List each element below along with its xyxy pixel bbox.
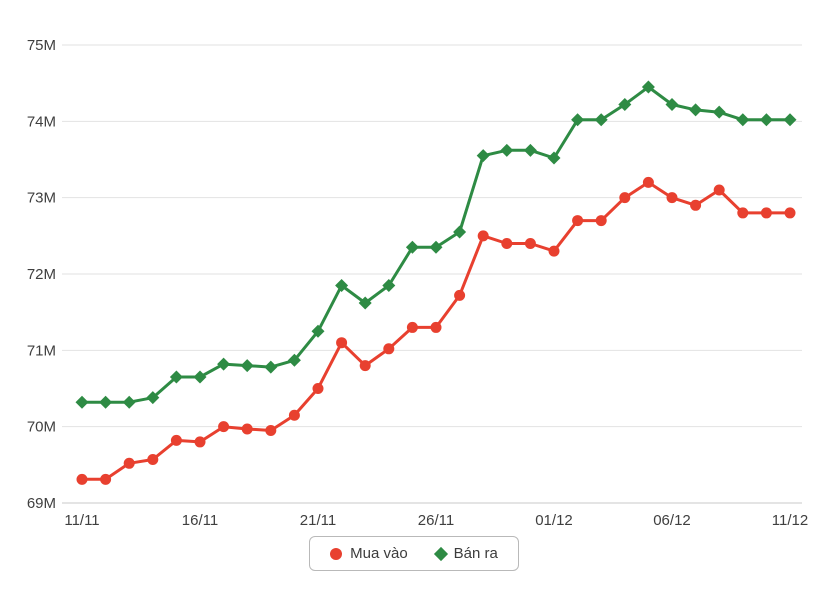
data-point-marker: [287, 353, 301, 367]
data-point-marker: [642, 176, 654, 188]
y-axis-tick-label: 73M: [27, 190, 56, 207]
data-point-marker: [454, 289, 466, 301]
green-diamond-marker-icon: [433, 546, 448, 561]
data-point-marker: [619, 192, 631, 204]
x-axis-tick-label: 11/12: [772, 512, 808, 529]
data-point-marker: [523, 143, 537, 157]
data-point-marker: [429, 240, 443, 254]
data-point-marker: [359, 360, 371, 372]
data-point-marker: [665, 98, 679, 112]
data-point-marker: [500, 143, 514, 157]
data-point-marker: [193, 370, 207, 384]
data-point-marker: [146, 391, 160, 405]
data-point-marker: [336, 337, 348, 349]
legend-item-ban-ra[interactable]: Bán ra: [433, 545, 498, 562]
data-point-marker: [288, 409, 300, 421]
data-point-marker: [241, 423, 253, 435]
data-point-marker: [783, 113, 797, 127]
legend-label-mua-vao: Mua vào: [350, 545, 408, 562]
data-point-marker: [547, 151, 561, 165]
data-point-marker: [736, 113, 750, 127]
data-point-marker: [335, 278, 349, 292]
data-point-marker: [571, 113, 585, 127]
data-point-marker: [759, 113, 773, 127]
data-point-marker: [453, 225, 467, 239]
data-point-marker: [240, 359, 254, 373]
data-point-marker: [169, 370, 183, 384]
data-point-marker: [311, 324, 325, 338]
data-point-marker: [689, 103, 703, 117]
data-point-marker: [690, 199, 702, 211]
y-axis-tick-label: 69M: [27, 495, 56, 512]
y-axis-tick-label: 75M: [27, 37, 56, 54]
data-point-marker: [476, 149, 490, 163]
line-chart-canvas: 69M 70M 71M 72M 73M 74M 75M 11/11 16/11 21/11 26/1…: [27, 37, 808, 529]
legend-box: Mua vào Bán ra: [309, 536, 519, 571]
data-point-marker: [595, 215, 607, 227]
data-point-marker: [572, 215, 584, 227]
x-axis-tick-label: 11/11: [64, 512, 99, 529]
data-point-marker: [594, 113, 608, 127]
x-axis-tick-label: 16/11: [182, 512, 218, 529]
data-point-marker: [712, 105, 726, 119]
data-point-marker: [784, 207, 796, 219]
data-point-marker: [713, 184, 725, 196]
x-axis-tick-label: 21/11: [300, 512, 336, 529]
y-axis-tick-label: 70M: [27, 419, 56, 436]
data-point-marker: [383, 343, 395, 355]
data-point-marker: [618, 98, 632, 112]
data-point-marker: [382, 278, 396, 292]
y-axis-tick-label: 74M: [27, 113, 56, 130]
data-point-marker: [123, 457, 135, 469]
x-axis-tick-label: 06/12: [653, 512, 691, 529]
data-point-marker: [100, 473, 112, 485]
y-axis-tick-label: 72M: [27, 266, 56, 283]
data-point-marker: [265, 424, 277, 436]
data-point-marker: [666, 192, 678, 204]
data-point-marker: [406, 321, 418, 333]
data-point-marker: [430, 321, 442, 333]
data-point-marker: [501, 237, 513, 249]
data-point-marker: [217, 357, 231, 371]
data-point-marker: [312, 383, 324, 394]
data-point-marker: [218, 421, 230, 433]
data-point-marker: [147, 453, 159, 465]
data-point-marker: [737, 207, 749, 219]
data-point-marker: [76, 473, 88, 485]
data-point-marker: [170, 434, 182, 446]
data-point-marker: [194, 436, 206, 448]
data-point-marker: [524, 237, 536, 249]
x-axis-tick-label: 01/12: [535, 512, 573, 529]
data-point-marker: [75, 395, 89, 409]
red-circle-marker-icon: [330, 547, 343, 560]
data-point-marker: [477, 230, 489, 242]
data-point-marker: [548, 245, 560, 257]
legend-label-ban-ra: Bán ra: [453, 545, 498, 562]
legend-item-mua-vao[interactable]: Mua vào: [330, 545, 408, 562]
data-point-marker: [760, 207, 772, 219]
data-point-marker: [264, 360, 278, 374]
chart-legend: Mua vào Bán ra: [0, 536, 828, 571]
data-point-marker: [99, 395, 113, 409]
data-point-marker: [358, 296, 372, 310]
x-axis-tick-label: 26/11: [418, 512, 454, 529]
y-axis-tick-label: 71M: [27, 342, 56, 359]
data-point-marker: [641, 80, 655, 94]
data-point-marker: [405, 240, 419, 254]
data-point-marker: [122, 395, 136, 409]
